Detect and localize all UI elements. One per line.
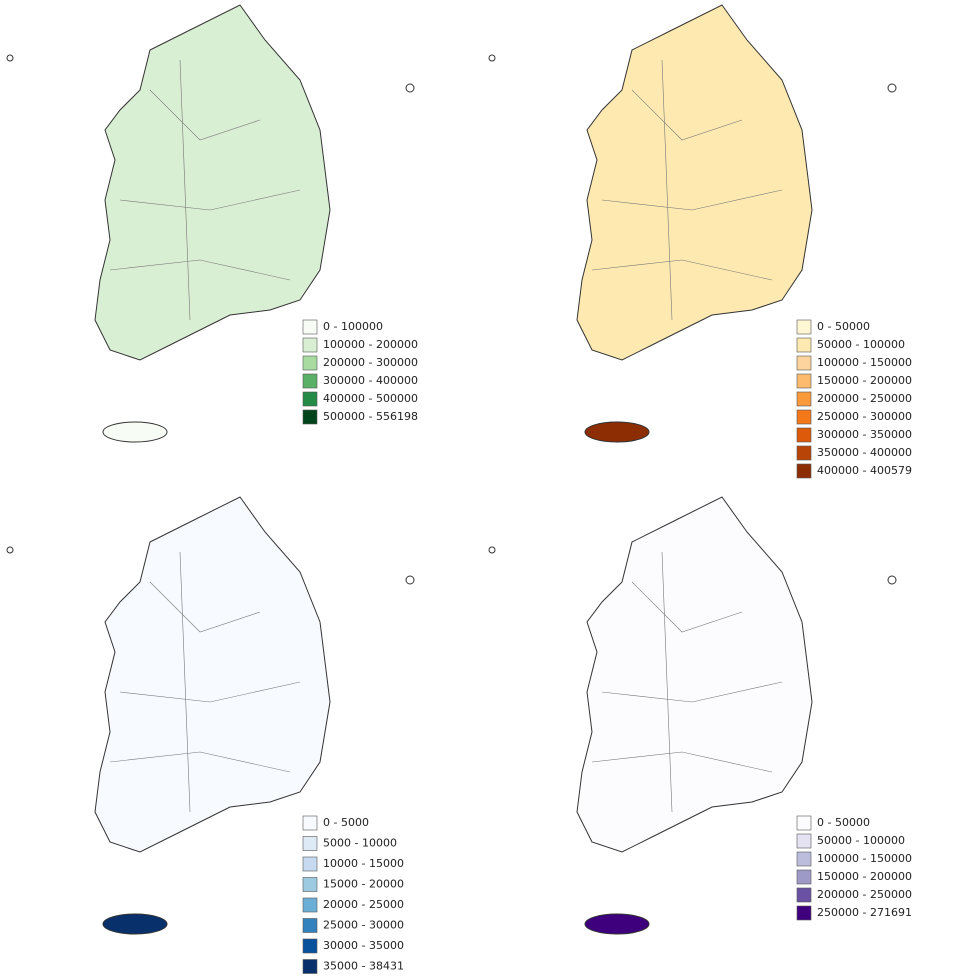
legend-swatch — [796, 851, 812, 867]
legend-swatch — [302, 938, 318, 954]
legend-swatch — [796, 869, 812, 885]
mainland — [94, 4, 331, 361]
legend-swatch — [302, 391, 318, 407]
jeju-island — [584, 421, 650, 443]
legend-swatch — [302, 373, 318, 389]
inner-borders — [591, 551, 783, 813]
legend-label: 5000 - 10000 — [323, 837, 397, 850]
legend-swatch — [302, 918, 318, 933]
legend-label: 100000 - 150000 — [817, 852, 912, 865]
legend-swatch — [302, 897, 318, 913]
mainland — [576, 496, 813, 853]
legend-swatch — [302, 877, 318, 892]
legend-label: 35000 - 38431 — [323, 960, 404, 973]
legend-label: 400000 - 500000 — [323, 392, 418, 405]
jeju-island — [102, 913, 168, 935]
legend-swatch — [796, 409, 812, 425]
jeju-island — [584, 913, 650, 935]
legend-swatch — [796, 391, 812, 407]
legend-label: 25000 - 30000 — [323, 919, 404, 932]
jeju-island — [102, 421, 168, 443]
legend-label: 100000 - 150000 — [817, 356, 912, 369]
legend-label: 0 - 50000 — [817, 816, 870, 829]
map-panel: 0 - 50000 50000 - 100000 100000 - 150000 15… — [488, 4, 912, 479]
legend-swatch — [796, 427, 812, 443]
legend-label: 30000 - 35000 — [323, 939, 404, 952]
legend-label: 250000 - 271691 — [817, 906, 912, 919]
map-panel: 0 - 100000 100000 - 200000 200000 - 300000… — [6, 4, 418, 443]
mainland — [94, 496, 331, 853]
legend-swatch — [796, 815, 812, 831]
legend-label: 0 - 5000 — [323, 816, 369, 829]
baengnyeong-island — [6, 54, 14, 62]
legend-swatch — [796, 833, 812, 849]
legend-swatch — [796, 355, 812, 371]
baengnyeong-island — [488, 546, 496, 554]
inner-borders — [109, 551, 301, 813]
legend-swatch — [302, 856, 318, 872]
legend-swatch — [796, 905, 812, 921]
legend-label: 300000 - 400000 — [323, 374, 418, 387]
legend-swatch — [302, 836, 318, 851]
legend-swatch — [796, 463, 812, 479]
legend-swatch — [796, 887, 812, 903]
legend-swatch — [302, 319, 318, 335]
legend-label: 350000 - 400000 — [817, 446, 912, 459]
legend-label: 200000 - 250000 — [817, 392, 912, 405]
legend-label: 50000 - 100000 — [817, 338, 905, 351]
legend-label: 0 - 100000 — [323, 320, 383, 333]
legend-swatch — [796, 373, 812, 389]
baengnyeong-island — [488, 54, 496, 62]
legend-label: 500000 - 556198 — [323, 410, 418, 423]
legend-label: 150000 - 200000 — [817, 870, 912, 883]
legend-label: 400000 - 400579 — [817, 464, 912, 477]
legend-swatch — [302, 815, 318, 831]
inner-borders — [591, 59, 783, 321]
legend-label: 15000 - 20000 — [323, 878, 404, 891]
ulleung-island — [887, 575, 897, 585]
legend-label: 100000 - 200000 — [323, 338, 418, 351]
legend-label: 150000 - 200000 — [817, 374, 912, 387]
legend-swatch — [796, 337, 812, 353]
legend-swatch — [796, 445, 812, 461]
legend-swatch — [302, 355, 318, 371]
legend-swatch — [302, 409, 318, 425]
inner-borders — [109, 59, 301, 321]
legend-label: 300000 - 350000 — [817, 428, 912, 441]
legend-label: 250000 - 300000 — [817, 410, 912, 423]
ulleung-island — [405, 83, 415, 93]
ulleung-island — [887, 83, 897, 93]
map-panel: 0 - 50000 50000 - 100000 100000 - 150000 15… — [488, 496, 912, 935]
legend-swatch — [302, 959, 318, 974]
legend-label: 20000 - 25000 — [323, 898, 404, 911]
legend-label: 0 - 50000 — [817, 320, 870, 333]
baengnyeong-island — [6, 546, 14, 554]
legend-swatch — [796, 319, 812, 335]
mainland — [576, 4, 813, 361]
legend-label: 50000 - 100000 — [817, 834, 905, 847]
map-panel: 0 - 5000 5000 - 10000 10000 - 15000 15000 -… — [6, 496, 415, 974]
legend-label: 10000 - 15000 — [323, 857, 404, 870]
legend-label: 200000 - 250000 — [817, 888, 912, 901]
legend-swatch — [302, 337, 318, 353]
ulleung-island — [405, 575, 415, 585]
legend-label: 200000 - 300000 — [323, 356, 418, 369]
